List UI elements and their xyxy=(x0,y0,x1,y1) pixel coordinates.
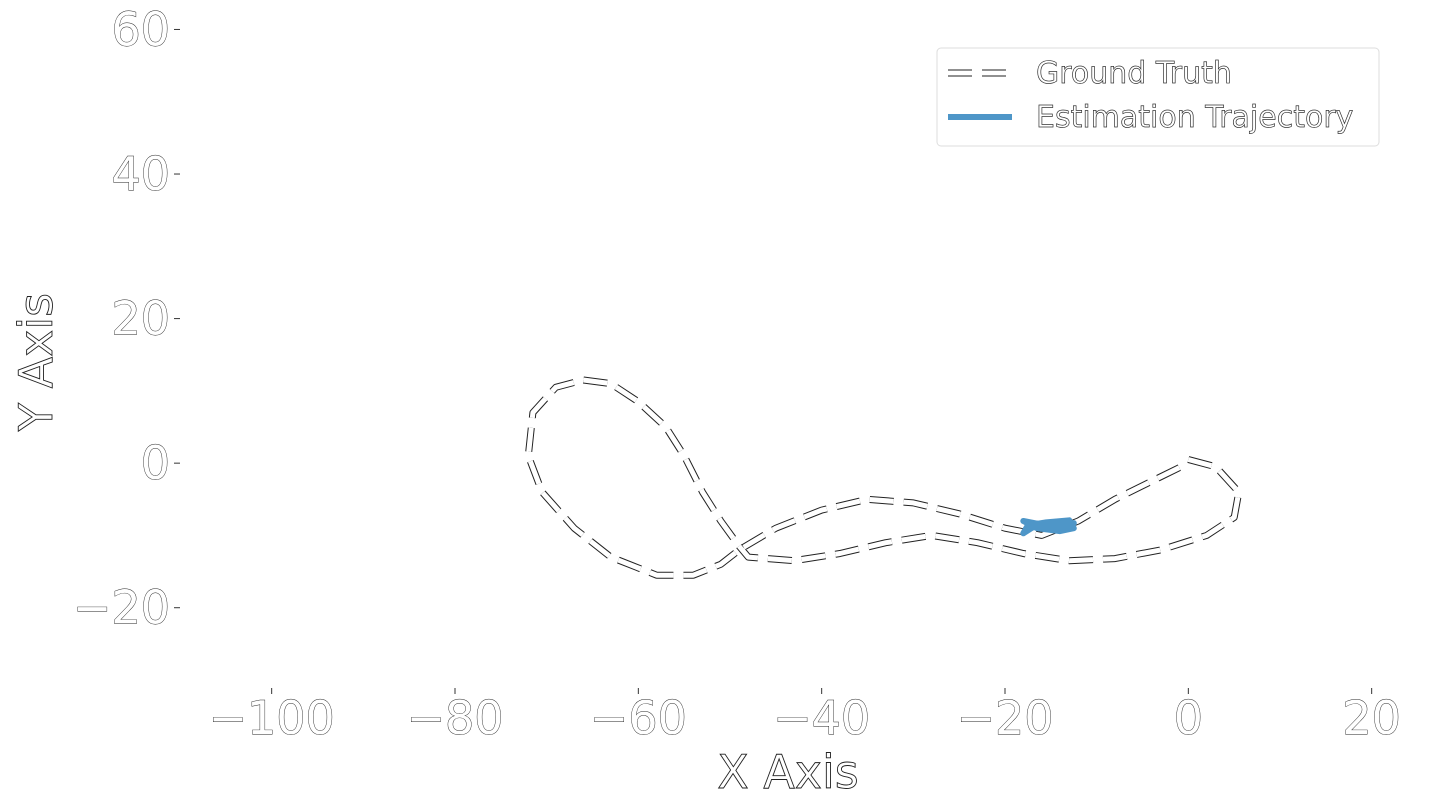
y-axis-label: Y Axis xyxy=(9,293,63,432)
y-tick-label: 40 xyxy=(111,147,170,201)
x-tick-label: −60 xyxy=(590,691,687,745)
legend-frame xyxy=(936,47,1380,147)
x-tick-label: 20 xyxy=(1342,691,1401,745)
x-tick-label: −20 xyxy=(956,691,1053,745)
plot-area xyxy=(524,376,1243,579)
y-tick-label: −20 xyxy=(73,581,170,635)
legend-label-estimation: Estimation Trajectory xyxy=(1036,100,1353,135)
series-line-ground-truth xyxy=(525,377,1242,578)
x-tick-label: −100 xyxy=(208,691,334,745)
series-line-ground-truth-outline xyxy=(524,376,1243,579)
x-tick-label: −40 xyxy=(773,691,870,745)
legend-label-ground-truth: Ground Truth xyxy=(1036,56,1232,91)
y-tick-label: 0 xyxy=(141,436,170,490)
axis-ticks: −100 −80 −60 −40 −20 0 20 −20 0 20 40 60 xyxy=(72,2,1401,745)
x-tick-label: −80 xyxy=(406,691,503,745)
y-tick-label: 20 xyxy=(111,292,170,346)
x-tick-label: 0 xyxy=(1174,691,1203,745)
series-line-estimation-trajectory xyxy=(1020,517,1077,537)
y-tick-label: 60 xyxy=(111,2,170,56)
x-axis-label: X Axis xyxy=(717,745,859,799)
legend: Ground Truth Estimation Trajectory xyxy=(936,47,1380,147)
